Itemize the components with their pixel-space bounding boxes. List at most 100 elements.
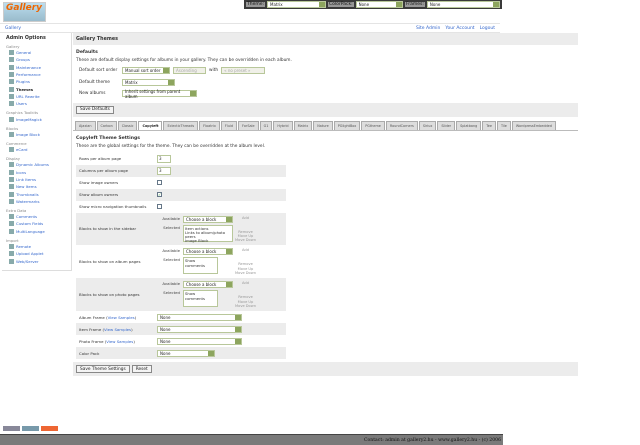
show-album-owners-checkbox[interactable]: ✓ <box>157 192 162 197</box>
badge-gallery[interactable] <box>22 426 39 431</box>
photo-move-down-button[interactable]: Move Down <box>235 303 256 308</box>
breadcrumb-gallery[interactable]: Gallery <box>5 25 22 31</box>
photo-add-button[interactable]: Add <box>242 281 249 286</box>
album-move-up-button[interactable]: Move Up <box>237 266 254 271</box>
sidebar-move-up-button[interactable]: Move Up <box>237 233 254 238</box>
photo-frame-select[interactable]: None <box>157 337 242 345</box>
badge-xhtml[interactable] <box>3 426 20 431</box>
tab-g1[interactable]: G1 <box>259 120 273 130</box>
your-account-link[interactable]: Your Account <box>445 25 475 31</box>
sidebar-item-maintenance[interactable]: Maintenance <box>6 64 67 71</box>
sidebar-item-general[interactable]: General <box>6 49 67 56</box>
tab-ajaxian[interactable]: Ajaxian <box>75 120 96 130</box>
album-selected-item[interactable]: Show comments <box>185 258 206 268</box>
album-remove-button[interactable]: Remove <box>238 262 253 267</box>
sidebar-item-icons[interactable]: Icons <box>6 169 67 176</box>
tab-hybrid[interactable]: Hybrid <box>273 120 293 130</box>
tab-wordpressembedded[interactable]: WordpressEmbedded <box>511 120 556 130</box>
sidebar-item-watermarks[interactable]: Watermarks <box>6 198 67 205</box>
sidebar-item-upload-applet[interactable]: Upload Applet <box>6 250 67 257</box>
tab-nature[interactable]: Nature <box>313 120 333 130</box>
sidebar-item-ecard[interactable]: eCard <box>6 146 67 153</box>
sidebar-selected-item[interactable]: Image Block <box>185 238 209 244</box>
sidebar-item-image-block[interactable]: Image Block <box>6 131 67 138</box>
sidebar-item-web-server[interactable]: Web/Server <box>6 258 67 265</box>
album-selected-list[interactable]: Show comments <box>183 257 218 275</box>
photo-frame-value: None <box>160 338 171 344</box>
photo-move-up-button[interactable]: Move Up <box>237 299 254 304</box>
logout-link[interactable]: Logout <box>479 25 495 31</box>
photo-selected-list[interactable]: Show comments <box>183 290 218 308</box>
sidebar-item-comments[interactable]: Comments <box>6 213 67 220</box>
tab-slider[interactable]: Slider <box>437 120 456 130</box>
badge-valid-gallery[interactable] <box>41 426 58 431</box>
tab-forsale[interactable]: ForSale <box>238 120 259 130</box>
sidebar-selected-list[interactable]: Item actions Links to album/photo peers Im… <box>183 224 233 244</box>
item-frame-view-samples-link[interactable]: View Samples <box>103 326 132 332</box>
sidebar-selected-item[interactable]: Item actions <box>185 225 209 231</box>
tab-eclecticthreads[interactable]: EclecticThreads <box>163 120 199 130</box>
album-available-select[interactable]: Choose a block <box>183 248 233 256</box>
album-frame-view-samples-link[interactable]: View Samples <box>107 314 135 320</box>
theme-select[interactable]: Matrix <box>267 1 326 8</box>
item-frame-select[interactable]: None <box>157 325 242 333</box>
sidebar-item-imagemagick[interactable]: ImageMagick <box>6 115 67 122</box>
sidebar-item-custom-fields[interactable]: Custom Fields <box>6 220 67 227</box>
tab-tile[interactable]: Tile <box>496 120 511 130</box>
sidebar-available-select[interactable]: Choose a block <box>183 215 233 223</box>
tab-copyleft[interactable]: Copyleft <box>138 120 163 130</box>
sidebar-selected-item[interactable]: Links to album/photo peers <box>185 229 226 240</box>
columns-input[interactable]: 3 <box>157 166 171 175</box>
tab-classic[interactable]: Classic <box>117 120 138 130</box>
sidebar-item-users[interactable]: Users <box>6 100 67 107</box>
sidebar-item-groups[interactable]: Groups <box>6 56 67 63</box>
tab-fluid[interactable]: Fluid <box>220 120 238 130</box>
album-add-button[interactable]: Add <box>242 248 249 253</box>
sidebar-item-dynamic-albums[interactable]: Dynamic Albums <box>6 161 67 168</box>
photo-available-select[interactable]: Choose a block <box>183 281 233 289</box>
sidebar-available-value: Choose a block <box>186 216 217 222</box>
tab-siriux[interactable]: Siriux <box>418 120 437 130</box>
sidebar-remove-button[interactable]: Remove <box>238 229 253 234</box>
tab-floatrix[interactable]: Floatrix <box>199 120 220 130</box>
sidebar-add-button[interactable]: Add <box>242 215 249 220</box>
tab-splatbang[interactable]: Splatbang <box>456 120 482 130</box>
sidebar-item-performance[interactable]: Performance <box>6 71 67 78</box>
sidebar-item-themes[interactable]: Themes <box>6 85 67 92</box>
sidebar-group-label: Display <box>6 156 20 162</box>
page-title: Gallery Themes <box>73 33 578 45</box>
sidebar-move-down-button[interactable]: Move Down <box>235 238 256 243</box>
color-pack-select[interactable]: None <box>157 349 215 357</box>
photo-frame-view-samples-link[interactable]: View Samples <box>106 338 134 344</box>
tab-matrix[interactable]: Matrix <box>293 120 313 130</box>
site-admin-link[interactable]: Site Admin <box>415 25 441 31</box>
new-albums-select[interactable]: Inherit settings from parent album <box>122 89 197 99</box>
sort-order-select[interactable]: Manual sort order <box>122 67 170 75</box>
tab-pglightbox[interactable]: PGlightBox <box>333 120 361 130</box>
reset-button[interactable]: Reset <box>131 365 152 374</box>
colorpack-select[interactable]: None <box>355 1 403 8</box>
frames-select[interactable]: None <box>426 1 500 8</box>
album-move-down-button[interactable]: Move Down <box>235 270 256 275</box>
sidebar-item-new-items[interactable]: New Items <box>6 183 67 190</box>
sidebar-item-thumbnails[interactable]: Thumbnails <box>6 190 67 197</box>
default-theme-select[interactable]: Matrix <box>122 78 175 86</box>
tab-pgtheme[interactable]: PGtheme <box>361 120 385 130</box>
sidebar-item-remote[interactable]: Remote <box>6 243 67 250</box>
gallery-logo[interactable]: Gallery <box>3 2 46 22</box>
tab-carbon[interactable]: Carbon <box>96 120 117 130</box>
save-theme-settings-button[interactable]: Save Theme Settings <box>76 365 130 374</box>
save-defaults-button[interactable]: Save Defaults <box>76 105 114 114</box>
tab-roundcorners[interactable]: RoundCorners <box>385 120 418 130</box>
photo-selected-item[interactable]: Show comments <box>185 291 206 301</box>
album-frame-select[interactable]: None <box>157 313 242 321</box>
show-image-owners-checkbox[interactable] <box>157 179 162 185</box>
rows-input[interactable]: 3 <box>157 154 171 163</box>
tab-tee[interactable]: Tee <box>482 120 496 130</box>
sidebar-item-plugins[interactable]: Plugins <box>6 78 67 85</box>
sidebar-item-link-items[interactable]: Link Items <box>6 176 67 183</box>
photo-remove-button[interactable]: Remove <box>238 295 253 300</box>
sidebar-item-multilanguage[interactable]: MultiLanguage <box>6 228 67 235</box>
show-micro-nav-checkbox[interactable] <box>157 203 162 209</box>
sidebar-item-url-rewrite[interactable]: URL Rewrite <box>6 93 67 100</box>
